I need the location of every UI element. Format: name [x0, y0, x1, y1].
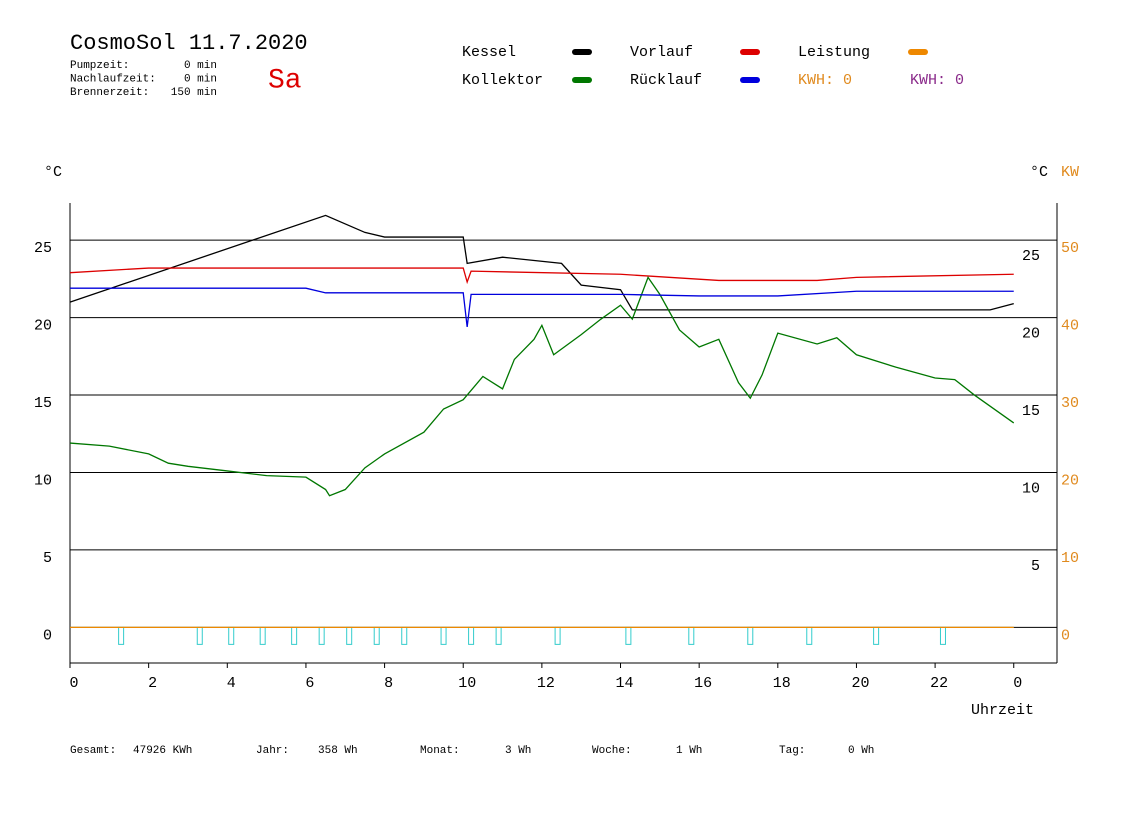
pump-marker — [688, 626, 695, 645]
y-right-unit: °C — [1030, 164, 1048, 181]
y2-tick-label: 40 — [1061, 318, 1079, 335]
y-axis-unit: °C — [44, 164, 62, 181]
kwh-label: KWH: 0 — [798, 72, 852, 89]
day-label: Sa — [268, 65, 302, 96]
x-axis-label: Uhrzeit — [971, 702, 1034, 719]
pump-marker — [554, 626, 561, 645]
footer-label: Gesamt: — [70, 745, 116, 757]
y2-tick-label: 0 — [1061, 627, 1070, 644]
y2-tick-label: 30 — [1061, 395, 1079, 412]
x-tick-label: 10 — [458, 675, 476, 692]
x-tick-label: 12 — [537, 675, 555, 692]
pump-marker — [440, 626, 447, 645]
y-right-tick-label: 15 — [1022, 403, 1040, 420]
pump-marker — [118, 626, 125, 645]
pump-marker — [291, 626, 298, 645]
y-right-tick-label: 5 — [1031, 558, 1040, 575]
pump-marker — [373, 626, 380, 645]
info-value: 150 min — [171, 87, 217, 99]
info-label: Brennerzeit: — [70, 87, 149, 99]
series-line — [69, 275, 1015, 497]
x-tick-label: 2 — [148, 675, 157, 692]
footer-label: Monat: — [420, 745, 460, 757]
x-tick-label: 20 — [851, 675, 869, 692]
pump-marker — [939, 626, 946, 645]
series-line — [70, 287, 1014, 327]
series-line — [69, 214, 1014, 311]
footer-value: 0 Wh — [848, 745, 874, 757]
y2-tick-label: 20 — [1061, 472, 1079, 489]
y-tick-label: 25 — [34, 240, 52, 257]
pump-marker — [259, 626, 266, 645]
x-tick-label: 18 — [773, 675, 791, 692]
y-right-tick-label: 20 — [1022, 326, 1040, 343]
y-tick-label: 10 — [34, 472, 52, 489]
kwh-label: KWH: 0 — [910, 72, 964, 89]
pump-marker — [873, 626, 880, 645]
footer-label: Woche: — [592, 745, 632, 757]
x-tick-label: 6 — [305, 675, 314, 692]
pump-marker — [346, 626, 353, 645]
x-tick-label: 16 — [694, 675, 712, 692]
y2-tick-label: 10 — [1061, 550, 1079, 567]
footer-value: 47926 KWh — [133, 745, 192, 757]
pump-marker — [806, 626, 813, 645]
info-value: 0 min — [184, 73, 217, 85]
footer-label: Tag: — [779, 745, 805, 757]
legend-label: Rücklauf — [630, 72, 702, 89]
x-tick-label: 0 — [1013, 675, 1022, 692]
info-label: Pumpzeit: — [70, 60, 129, 72]
x-tick-label: 8 — [384, 675, 393, 692]
y2-axis-unit: KW — [1061, 164, 1079, 181]
x-tick-label: 4 — [227, 675, 236, 692]
legend-label: Vorlauf — [630, 44, 693, 61]
y-right-tick-label: 10 — [1022, 480, 1040, 497]
legend-label: Kollektor — [462, 72, 543, 89]
pump-marker — [495, 626, 502, 645]
footer-label: Jahr: — [256, 745, 289, 757]
series-line — [69, 267, 1014, 285]
y2-tick-label: 50 — [1061, 240, 1079, 257]
y-tick-label: 20 — [34, 318, 52, 335]
pump-marker — [401, 626, 408, 645]
footer-value: 1 Wh — [676, 745, 702, 757]
pump-marker — [747, 626, 754, 645]
y-right-tick-label: 25 — [1022, 248, 1040, 265]
footer-value: 3 Wh — [505, 745, 531, 757]
legend-label: Leistung — [798, 44, 870, 61]
y-tick-label: 0 — [43, 627, 52, 644]
info-value: 0 min — [184, 60, 217, 72]
chart-title: CosmoSol 11.7.2020 — [70, 31, 308, 56]
x-tick-label: 22 — [930, 675, 948, 692]
pump-marker — [625, 626, 632, 645]
pump-marker — [318, 626, 325, 645]
pump-marker — [196, 626, 203, 645]
y-tick-label: 15 — [34, 395, 52, 412]
x-tick-label: 14 — [616, 675, 634, 692]
footer-value: 358 Wh — [318, 745, 358, 757]
pump-marker — [228, 626, 235, 645]
info-label: Nachlaufzeit: — [70, 73, 156, 85]
x-tick-label: 0 — [69, 675, 78, 692]
pump-marker — [468, 626, 475, 645]
legend-label: Kessel — [462, 44, 516, 61]
y-tick-label: 5 — [43, 550, 52, 567]
